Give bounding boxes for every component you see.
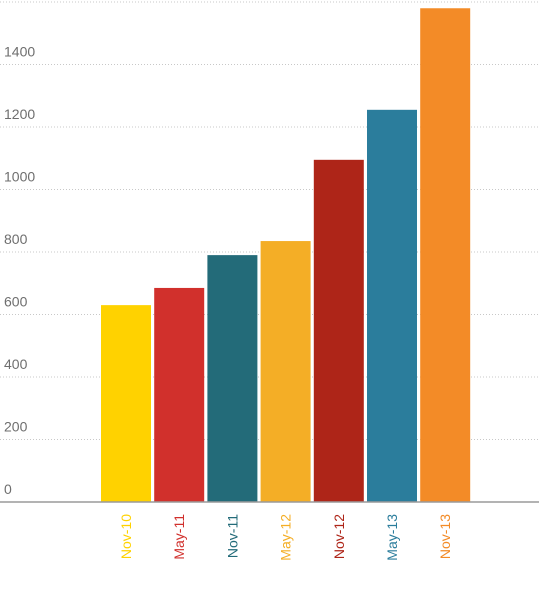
y-tick-label: 600 bbox=[4, 294, 28, 310]
x-tick-label: Nov-11 bbox=[224, 514, 240, 558]
x-tick-label: Nov-13 bbox=[437, 514, 453, 559]
bar-may-12 bbox=[260, 241, 311, 502]
y-tick-label: 800 bbox=[4, 231, 28, 247]
y-tick-label: 400 bbox=[4, 356, 28, 372]
y-tick-label: 1200 bbox=[4, 106, 35, 122]
x-tick-label: May-12 bbox=[278, 514, 294, 561]
x-tick-label: Nov-10 bbox=[118, 514, 134, 559]
bars bbox=[101, 8, 471, 502]
y-tick-label: 1000 bbox=[4, 169, 35, 185]
bar-nov-12 bbox=[313, 159, 364, 502]
y-tick-label: 1400 bbox=[4, 44, 35, 60]
x-tick-label: Nov-12 bbox=[331, 514, 347, 559]
bar-nov-13 bbox=[420, 8, 471, 502]
bar-nov-11 bbox=[207, 255, 258, 502]
bar-may-11 bbox=[154, 287, 205, 502]
bar-may-13 bbox=[367, 109, 417, 502]
y-axis-tick-labels: 0 200 400 600 800 1000 1200 1400 bbox=[4, 44, 35, 498]
x-axis-tick-labels: Nov-10 May-11 Nov-11 May-12 Nov-12 May-13 Nov-… bbox=[118, 514, 453, 561]
x-tick-label: May-11 bbox=[171, 514, 187, 560]
x-tick-label: May-13 bbox=[384, 514, 400, 561]
bar-nov-10 bbox=[101, 305, 151, 502]
y-tick-label: 0 bbox=[4, 481, 12, 497]
y-tick-label: 200 bbox=[4, 419, 28, 435]
